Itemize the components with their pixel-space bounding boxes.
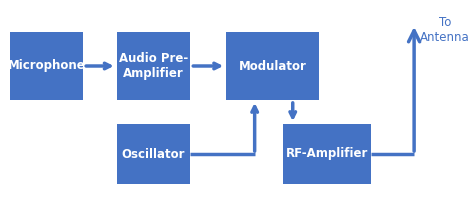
Text: RF-Amplifier: RF-Amplifier <box>286 148 368 160</box>
FancyBboxPatch shape <box>226 32 319 100</box>
FancyBboxPatch shape <box>283 124 371 184</box>
Text: To
Antenna: To Antenna <box>420 16 470 44</box>
Text: Audio Pre-
Amplifier: Audio Pre- Amplifier <box>119 51 188 80</box>
Text: Oscillator: Oscillator <box>122 148 185 160</box>
FancyBboxPatch shape <box>117 124 190 184</box>
FancyBboxPatch shape <box>10 32 83 100</box>
Text: Microphone: Microphone <box>8 60 85 72</box>
Text: Modulator: Modulator <box>238 60 307 72</box>
FancyBboxPatch shape <box>117 32 190 100</box>
